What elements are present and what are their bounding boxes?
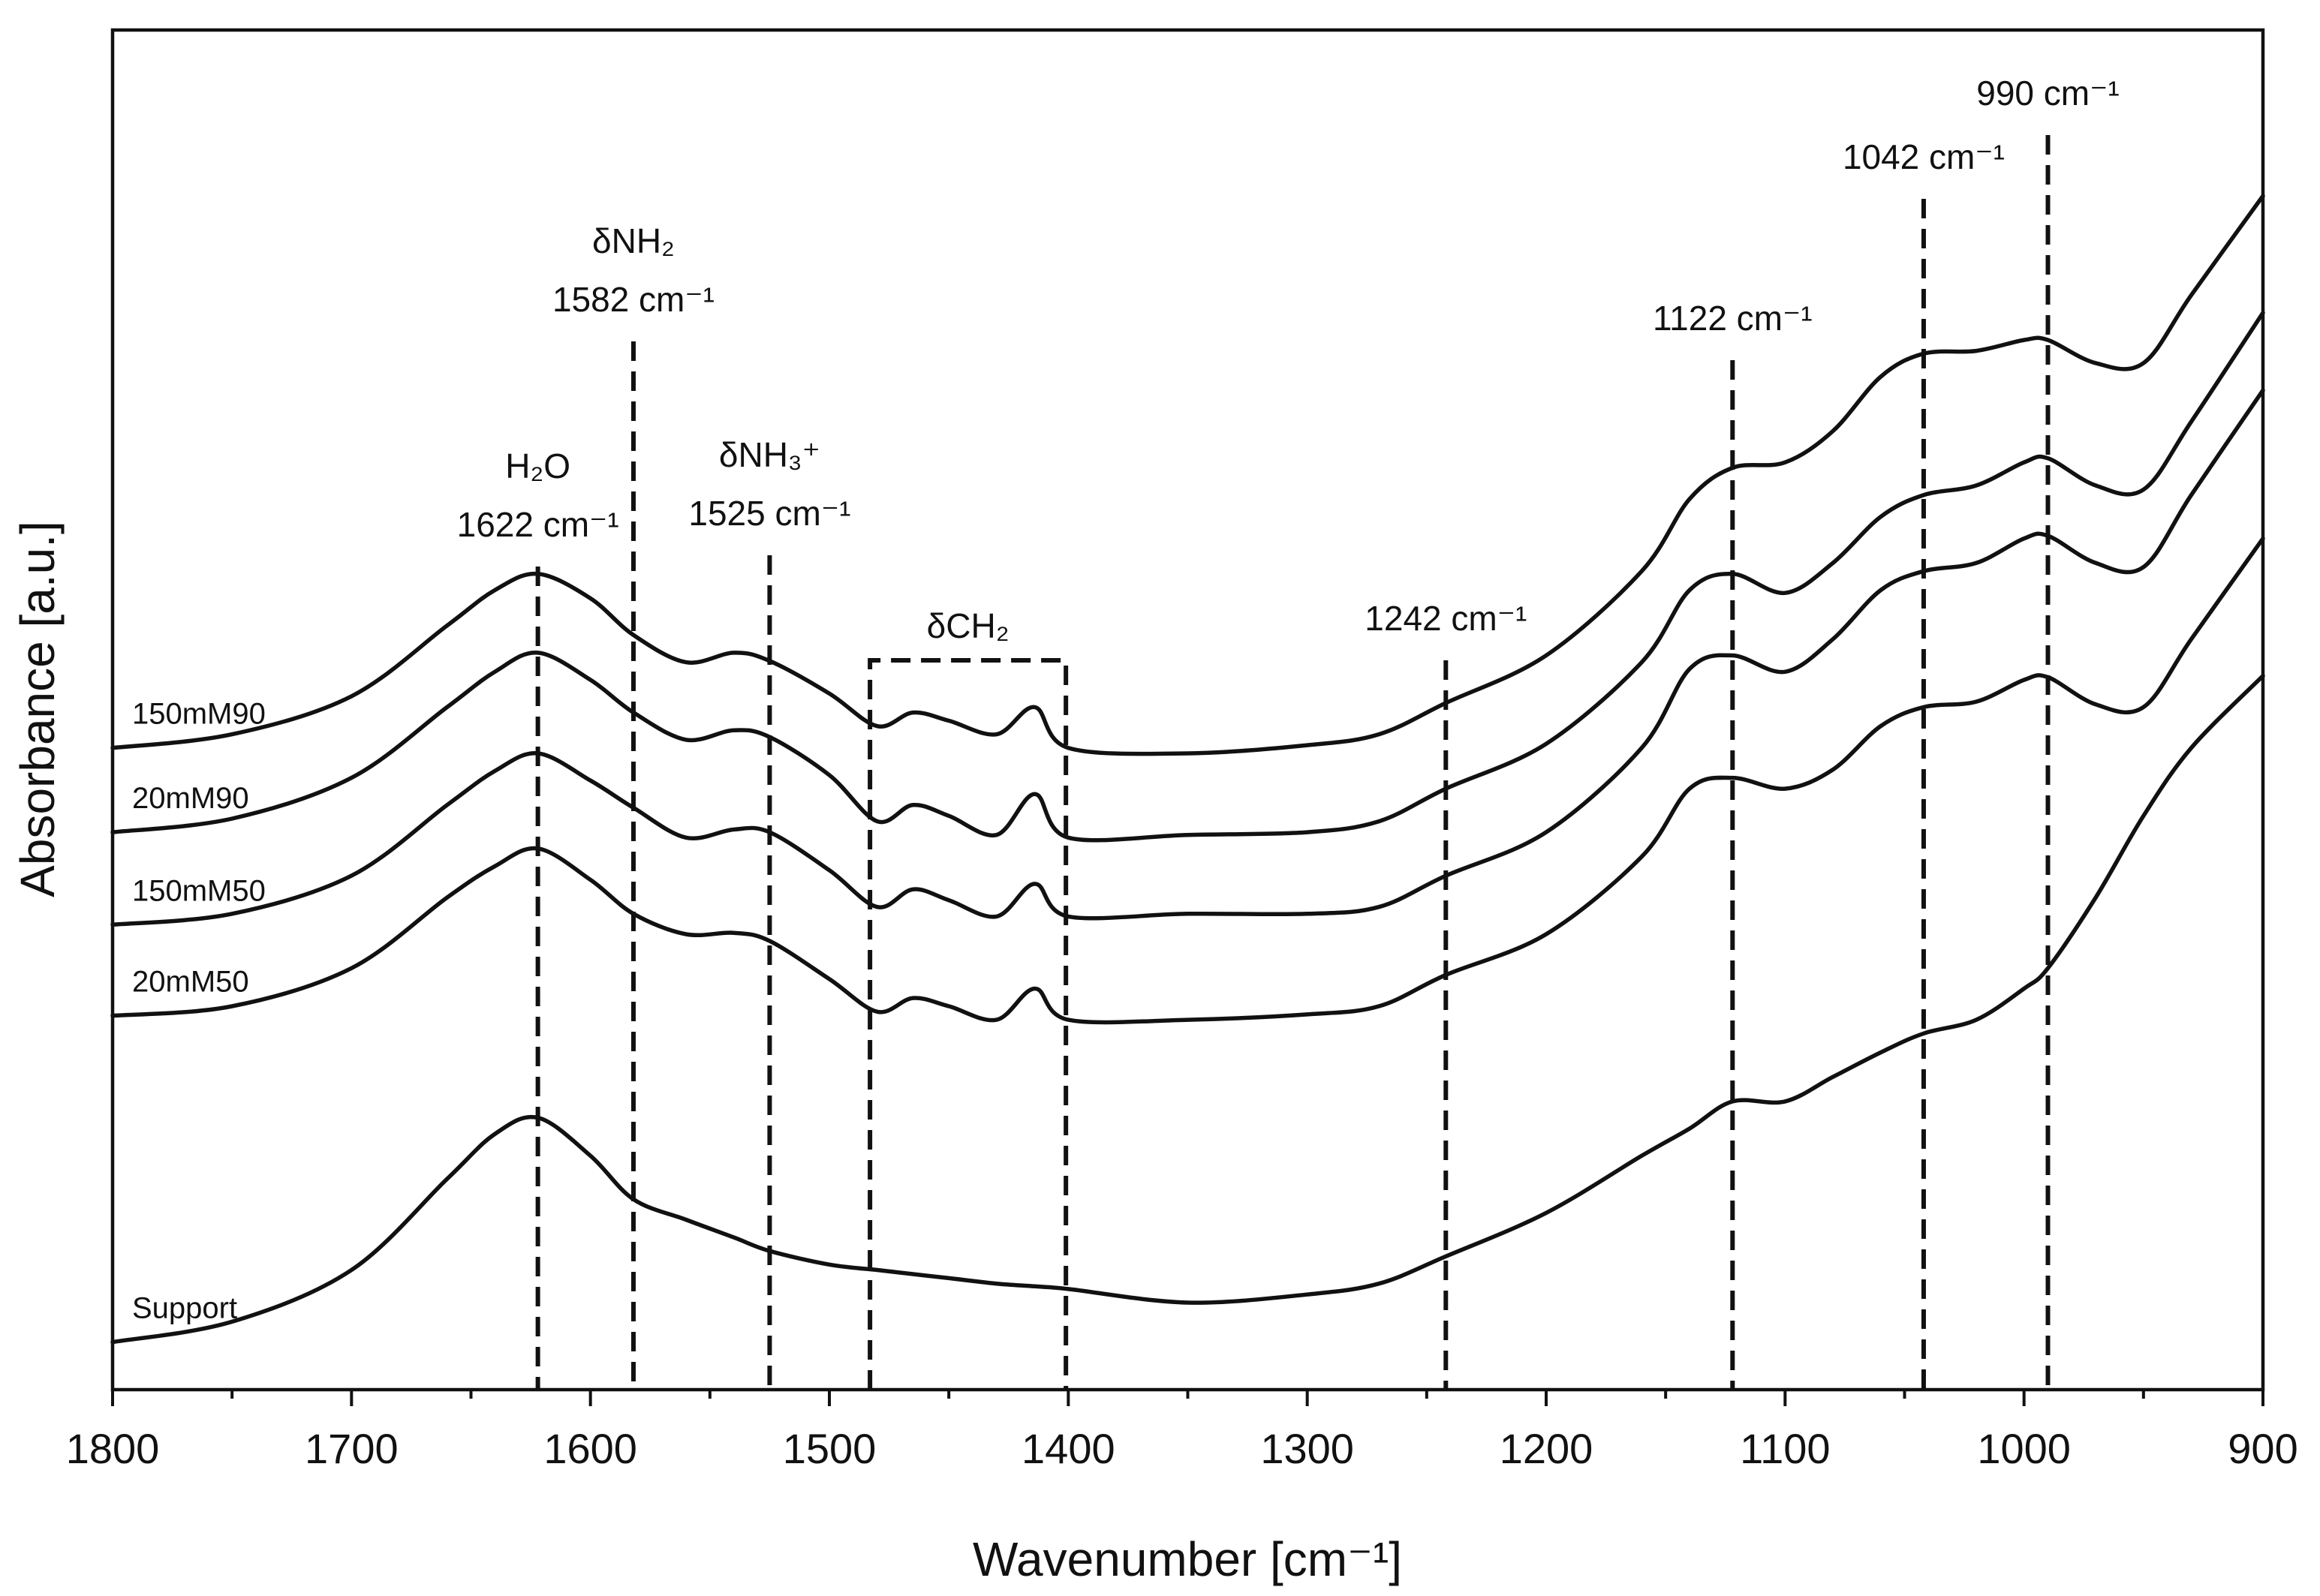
- annotation-wavenumber: 1122 cm⁻¹: [1653, 299, 1813, 338]
- x-tick-label: 1800: [66, 1425, 160, 1472]
- x-tick-label: 1100: [1740, 1425, 1830, 1472]
- annotation-label: δNH₂: [592, 221, 675, 260]
- x-axis-ticks: 1800 1700 1600 1500 1400 1300 1200 1100 1000 900: [66, 1390, 2298, 1472]
- series-layer: 150mM90 20mM90 150mM50 20mM50 Support: [110, 194, 2265, 1345]
- series-line-150mM90: [110, 194, 2265, 756]
- x-tick-label: 1400: [1022, 1425, 1115, 1472]
- annotation-wavenumber: 1525 cm⁻¹: [688, 494, 850, 533]
- x-tick-label: 900: [2228, 1425, 2297, 1472]
- x-tick-label: 1300: [1260, 1425, 1354, 1472]
- annotation-wavenumber: 1242 cm⁻¹: [1365, 599, 1527, 638]
- series-label: 150mM90: [132, 698, 266, 731]
- series-line-20mM90: [110, 311, 2265, 843]
- x-tick-label: 1700: [305, 1425, 399, 1472]
- series-label: Support: [132, 1292, 237, 1325]
- region-box-label: δCH₂: [927, 606, 1010, 645]
- reference-lines-layer: [535, 135, 2051, 1390]
- annotation-wavenumber: 990 cm⁻¹: [1976, 74, 2119, 113]
- region-box-ch2: [868, 658, 1069, 1390]
- y-axis-title: Absorbance [a.u.]: [11, 521, 65, 897]
- x-tick-label: 1000: [1977, 1425, 2071, 1472]
- series-label: 150mM50: [132, 874, 266, 907]
- series-line-Support: [110, 673, 2265, 1345]
- series-label: 20mM50: [132, 966, 249, 999]
- annotation-wavenumber: 1042 cm⁻¹: [1843, 137, 2005, 176]
- annotation-layer: H₂O 1622 cm⁻¹ δNH₂ 1582 cm⁻¹ δNH₃⁺ 1525 cm⁻¹ 1…: [457, 74, 2120, 645]
- annotation-label: H₂O: [505, 446, 570, 485]
- annotation-wavenumber: 1582 cm⁻¹: [552, 280, 715, 319]
- x-tick-label: 1500: [783, 1425, 877, 1472]
- x-axis-title: Wavenumber [cm⁻¹]: [973, 1532, 1402, 1586]
- x-tick-label: 1600: [543, 1425, 637, 1472]
- series-label: 20mM90: [132, 782, 249, 815]
- series-line-20mM50: [110, 536, 2265, 1025]
- annotation-wavenumber: 1622 cm⁻¹: [457, 505, 619, 544]
- annotation-label: δNH₃⁺: [719, 435, 820, 474]
- x-tick-label: 1200: [1500, 1425, 1593, 1472]
- series-line-150mM50: [110, 388, 2265, 927]
